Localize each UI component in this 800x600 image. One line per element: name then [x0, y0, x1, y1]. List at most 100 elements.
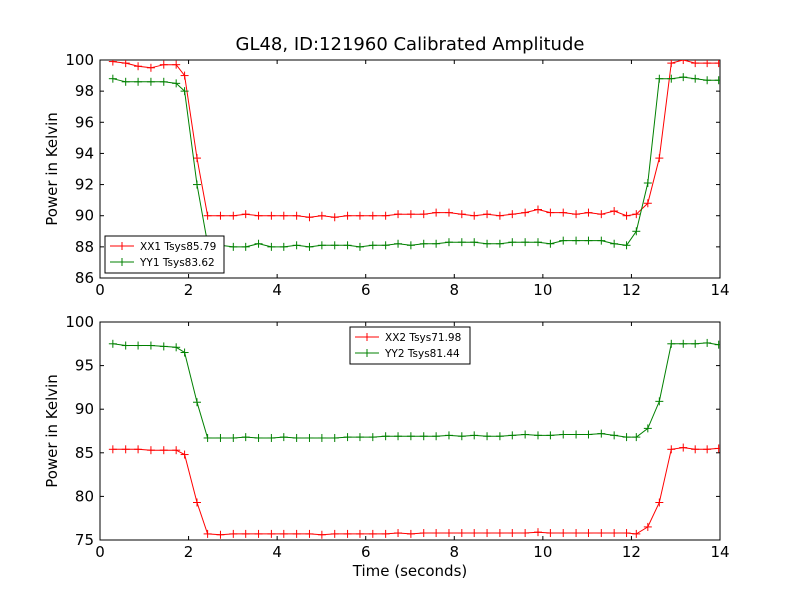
top-data-point [216, 211, 225, 220]
bottom-x-tick-label: 8 [450, 543, 460, 561]
top-data-point [655, 74, 664, 83]
bottom-data-point [317, 433, 326, 442]
bottom-data-point [394, 529, 403, 538]
top-x-tick-label: 0 [95, 281, 105, 299]
top-data-point [559, 236, 568, 245]
bottom-data-point [432, 432, 441, 441]
bottom-data-point [419, 529, 428, 538]
x-axis-label: Time (seconds) [352, 562, 468, 580]
top-data-point [521, 208, 530, 217]
top-data-point [533, 238, 542, 247]
bottom-data-point [559, 430, 568, 439]
bottom-data-point [330, 529, 339, 538]
top-data-point [192, 154, 201, 163]
bottom-data-point [610, 431, 619, 440]
top-data-point [597, 210, 606, 219]
top-data-point [330, 213, 339, 222]
top-series-line [112, 76, 719, 248]
bottom-data-point [172, 343, 181, 352]
bottom-data-point [632, 529, 641, 538]
bottom-data-point [355, 433, 364, 442]
top-data-point [643, 179, 652, 188]
bottom-data-point [241, 433, 250, 442]
top-y-tick-label: 92 [75, 176, 94, 194]
top-data-point [470, 238, 479, 247]
bottom-data-point [172, 446, 181, 455]
bottom-data-point [572, 529, 581, 538]
bottom-data-point [495, 432, 504, 441]
bottom-y-tick-label: 100 [65, 313, 94, 331]
top-data-point [241, 210, 250, 219]
bottom-series-2 [108, 338, 720, 442]
top-plot-frame [99, 59, 721, 279]
bottom-data-point [305, 529, 314, 538]
bottom-data-point [121, 445, 130, 454]
bottom-data-point [108, 339, 117, 348]
top-data-point [483, 210, 492, 219]
bottom-data-point [355, 529, 364, 538]
bottom-y-tick-label: 80 [75, 487, 94, 505]
bottom-data-point [254, 529, 263, 538]
top-y-tick-label: 88 [75, 238, 94, 256]
bottom-data-point [622, 433, 631, 442]
bottom-data-point [216, 530, 225, 539]
bottom-data-point [159, 446, 168, 455]
bottom-data-point [279, 433, 288, 442]
bottom-x-tick-label: 12 [622, 543, 641, 561]
top-data-point [470, 211, 479, 220]
bottom-data-point [241, 529, 250, 538]
bottom-data-point [691, 339, 700, 348]
top-data-point [317, 211, 326, 220]
top-data-point [394, 210, 403, 219]
top-data-point [667, 74, 676, 83]
bottom-series-1 [108, 443, 720, 539]
bottom-data-point [180, 348, 189, 357]
bottom-data-point [584, 529, 593, 538]
top-data-point [610, 239, 619, 248]
top-data-point [406, 241, 415, 250]
top-data-point [679, 60, 688, 64]
top-data-point [254, 211, 263, 220]
bottom-data-point [457, 432, 466, 441]
bottom-data-point [394, 432, 403, 441]
bottom-data-point [483, 432, 492, 441]
bottom-data-point [192, 398, 201, 407]
top-data-point [343, 241, 352, 250]
top-legend-label: XX1 Tsys85.79 [140, 241, 216, 253]
top-x-tick-label: 2 [184, 281, 194, 299]
bottom-data-point [559, 529, 568, 538]
bottom-data-point [368, 529, 377, 538]
top-data-point [279, 211, 288, 220]
top-data-point [691, 74, 700, 83]
top-data-point [521, 238, 530, 247]
top-data-point [180, 71, 189, 80]
bottom-data-point [134, 341, 143, 350]
top-data-point [381, 211, 390, 220]
bottom-data-point [483, 529, 492, 538]
bottom-data-point [610, 529, 619, 538]
top-data-point [146, 63, 155, 72]
top-data-point [305, 213, 314, 222]
top-data-point [180, 87, 189, 96]
bottom-data-point [533, 431, 542, 440]
bottom-data-point [643, 522, 652, 531]
top-legend-entry: XX1 Tsys85.79 [110, 241, 216, 253]
bottom-data-point [714, 340, 720, 349]
top-data-point [121, 60, 130, 68]
bottom-legend-box [349, 326, 471, 365]
top-data-point [483, 239, 492, 248]
bottom-data-point [546, 431, 555, 440]
top-data-point [241, 242, 250, 251]
bottom-data-point [108, 445, 117, 454]
top-data-point [572, 236, 581, 245]
bottom-data-point [146, 446, 155, 455]
top-data-point [667, 60, 676, 68]
top-data-point [203, 211, 212, 220]
bottom-data-point [546, 529, 555, 538]
top-data-point [508, 210, 517, 219]
bottom-legend: XX2 Tsys71.98 YY2 Tsys81.44 [349, 326, 471, 365]
top-data-point [172, 60, 181, 69]
top-data-point [533, 205, 542, 214]
top-data-point [714, 76, 720, 85]
chart-title: GL48, ID:121960 Calibrated Amplitude [235, 34, 585, 55]
